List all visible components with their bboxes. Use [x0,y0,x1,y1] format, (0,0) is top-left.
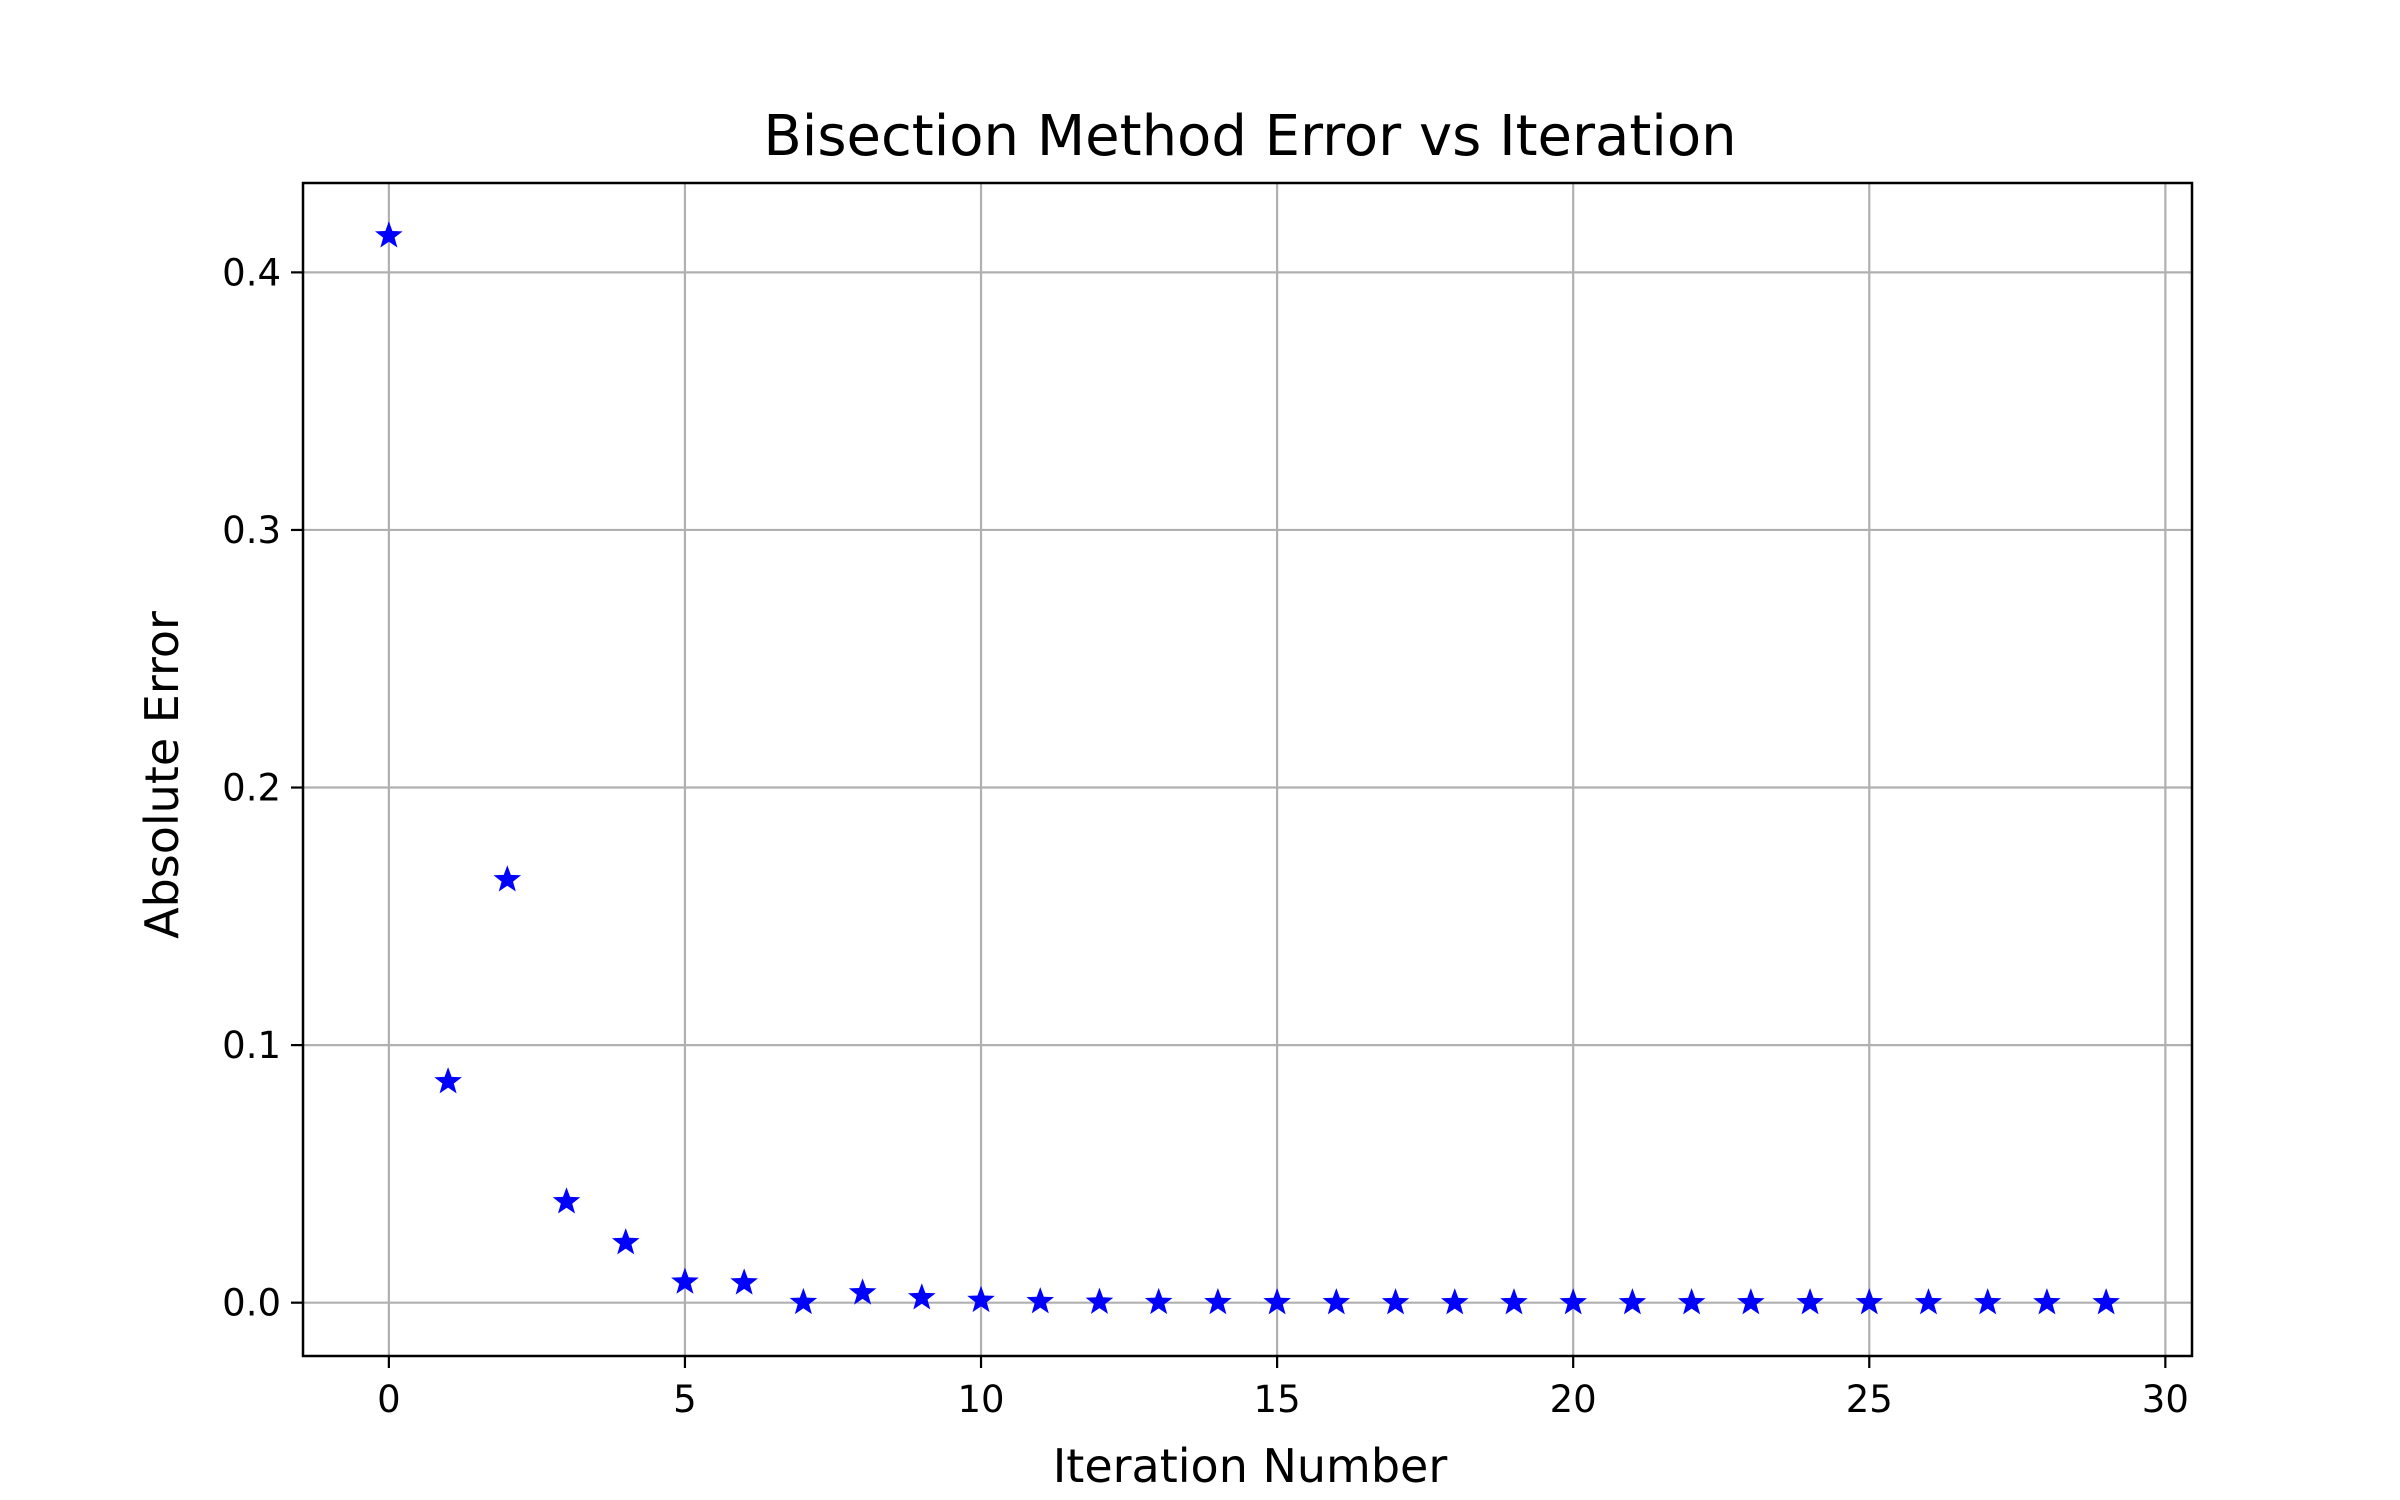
data-point-star [1085,1287,1114,1314]
points-layer [375,221,2120,1315]
x-tick-label: 10 [957,1378,1004,1421]
data-point-star [789,1287,818,1315]
data-point-star [1618,1288,1647,1315]
y-tick-label: 0.4 [222,251,281,294]
data-point-star [730,1268,758,1295]
data-point-star [1026,1287,1055,1314]
x-tick-label: 0 [377,1378,401,1421]
data-point-star [2033,1288,2061,1315]
data-point-star [1144,1287,1173,1315]
data-point-star [1677,1288,1706,1315]
data-point-star [967,1285,995,1313]
data-point-star [1381,1288,1410,1315]
x-tick-label: 30 [2142,1378,2189,1421]
data-point-star [1263,1288,1291,1315]
x-tick-label: 5 [673,1378,697,1421]
data-point-star [1204,1288,1232,1315]
data-point-star [493,865,522,892]
plot-frame [301,181,2194,1358]
data-point-star [671,1267,699,1294]
data-point-star [1500,1288,1528,1315]
data-point-star [908,1283,936,1310]
data-point-star [2092,1288,2120,1315]
data-point-star [1796,1288,1824,1315]
y-tick-label: 0.2 [222,767,281,810]
data-point-star [1559,1288,1587,1315]
y-axis-label: Absolute Error [135,611,189,939]
data-point-star [1914,1288,1943,1315]
data-point-star [552,1187,581,1214]
x-tick-label: 20 [1550,1378,1597,1421]
data-point-star [611,1228,640,1255]
grid-layer [303,183,2192,1356]
data-point-star [1322,1288,1351,1315]
data-point-star [1973,1288,2002,1315]
x-axis-label: Iteration Number [1053,1439,1448,1493]
x-tick-label: 15 [1254,1378,1301,1421]
ticks-layer: 0 5 10 15 20 25 30 0.0 0.1 0.2 0.3 0.4 [222,251,2189,1421]
data-point-star [434,1067,462,1094]
y-tick-label: 0.3 [222,509,281,552]
y-tick-label: 0.1 [222,1024,281,1067]
data-point-star [1737,1288,1765,1315]
chart-title: Bisection Method Error vs Iteration [763,104,1736,169]
data-point-star [1855,1288,1884,1315]
data-point-star [375,221,403,248]
x-tick-label: 25 [1846,1378,1893,1421]
data-point-star [848,1278,877,1305]
data-point-star [1440,1288,1469,1315]
y-tick-label: 0.0 [222,1282,281,1325]
